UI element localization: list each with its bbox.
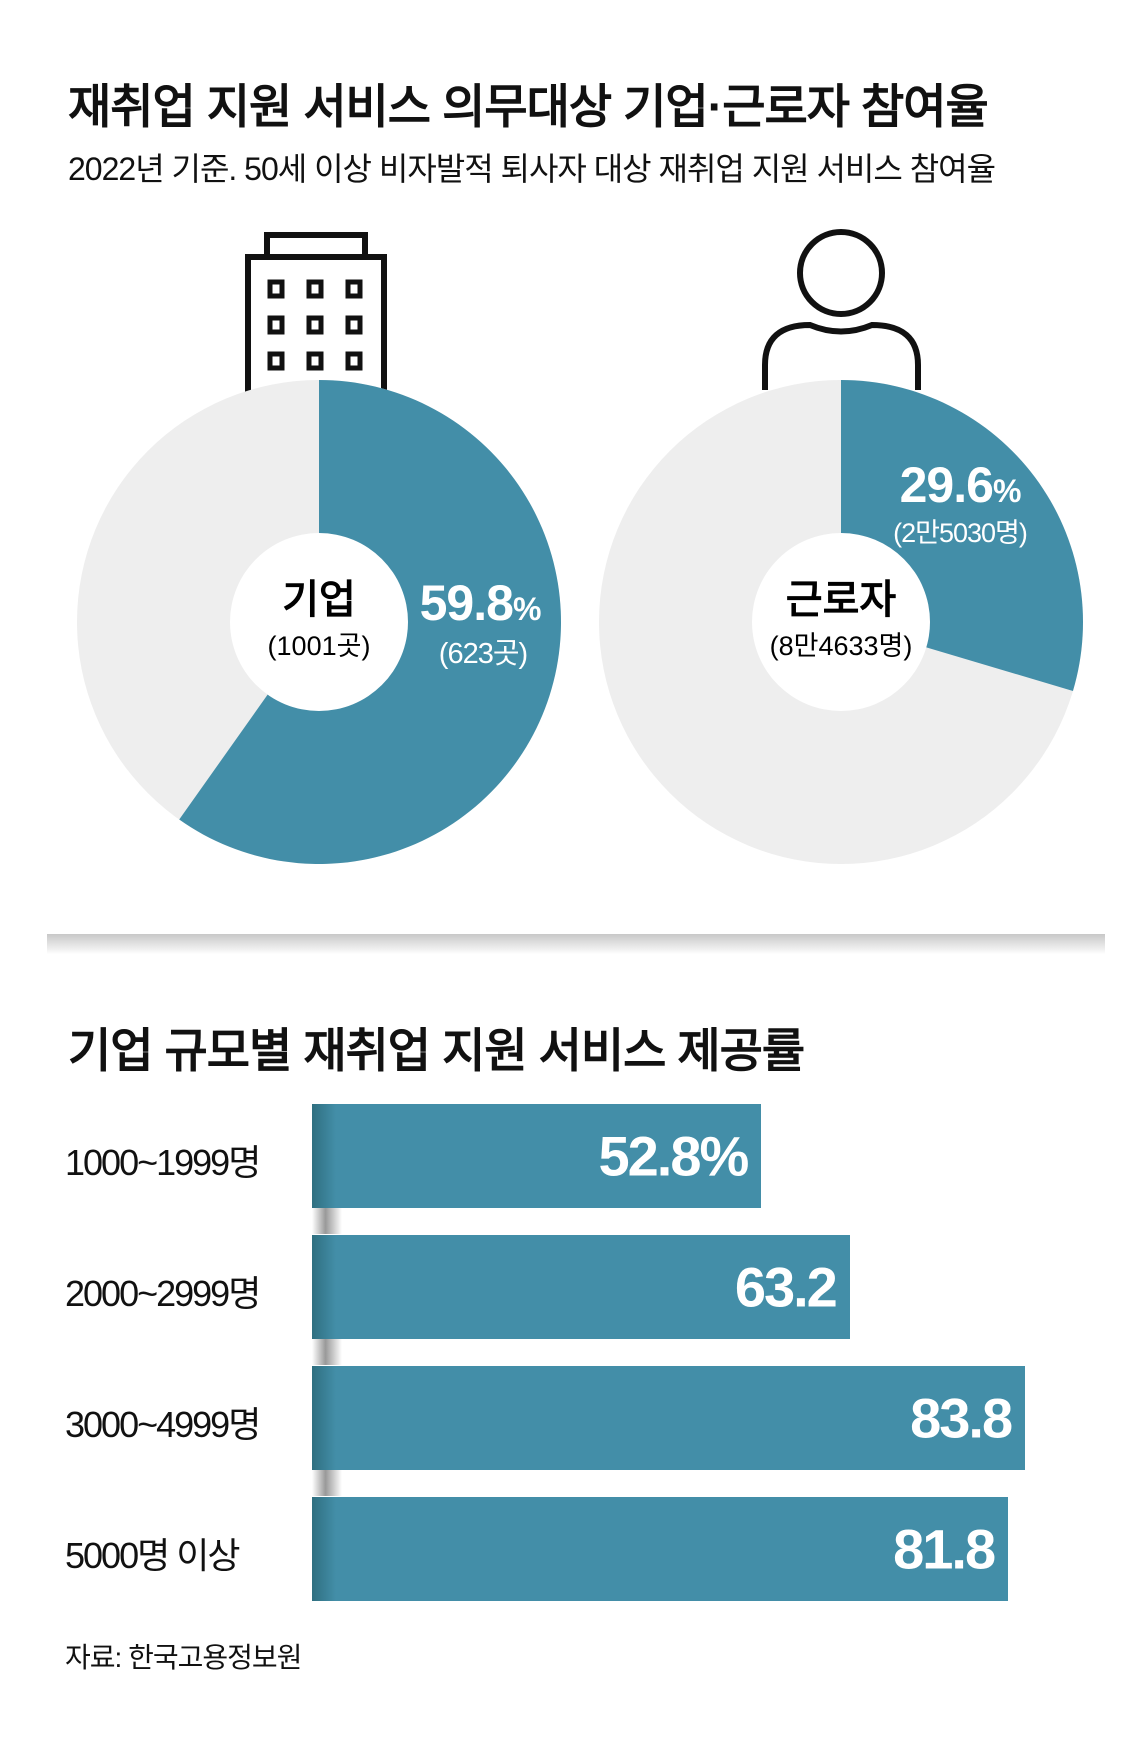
donut-worker-title: 근로자	[786, 578, 897, 622]
donut-company-title: 기업	[282, 578, 356, 622]
bar-shadow	[312, 1470, 342, 1496]
bar: 83.8	[312, 1366, 1026, 1470]
bar-label: 3000~4999명	[65, 1404, 261, 1445]
donut-worker-value: 29.6%	[900, 457, 1021, 513]
donut-company	[77, 380, 562, 864]
bar-label: 2000~2999명	[65, 1273, 261, 1314]
donut-charts: 기업 (1001곳) 근로자 (8만4633명) 59.8% (623곳) 29…	[77, 229, 1083, 864]
donut-hole	[752, 533, 930, 711]
bar-value-label: 63.2	[734, 1255, 838, 1319]
donut-worker-total: (8만4633명)	[770, 631, 913, 661]
bar-label: 1000~1999명	[65, 1142, 261, 1183]
bar-value-label: 52.8%	[598, 1124, 750, 1188]
chart-subtitle: 2022년 기준. 50세 이상 비자발적 퇴사자 대상 재취업 지원 서비스 …	[68, 151, 996, 187]
bar-label: 5000명 이상	[65, 1535, 240, 1576]
donut-company-total: (1001곳)	[268, 631, 371, 661]
donut-hole	[230, 533, 408, 711]
donut-worker	[599, 380, 1083, 864]
bar: 52.8%	[312, 1104, 762, 1208]
bar-shadow	[312, 1208, 342, 1234]
donut-company-value: 59.8%	[420, 575, 541, 631]
bar-value-label: 83.8	[910, 1386, 1013, 1450]
chart-title: 재취업 지원 서비스 의무대상 기업·근로자 참여율	[68, 80, 989, 133]
bar-value-label: 81.8	[893, 1517, 996, 1581]
source-note: 자료: 한국고용정보원	[65, 1642, 302, 1673]
bar-chart-title: 기업 규모별 재취업 지원 서비스 제공률	[68, 1024, 805, 1077]
building-icon	[245, 232, 387, 400]
section-divider	[47, 934, 1105, 954]
bar-shadow	[312, 1339, 342, 1365]
donut-company-count: (623곳)	[439, 638, 527, 670]
bar: 81.8	[312, 1497, 1009, 1601]
donut-worker-count: (2만5030명)	[893, 518, 1027, 548]
person-icon	[762, 229, 921, 390]
bar: 63.2	[312, 1235, 850, 1339]
